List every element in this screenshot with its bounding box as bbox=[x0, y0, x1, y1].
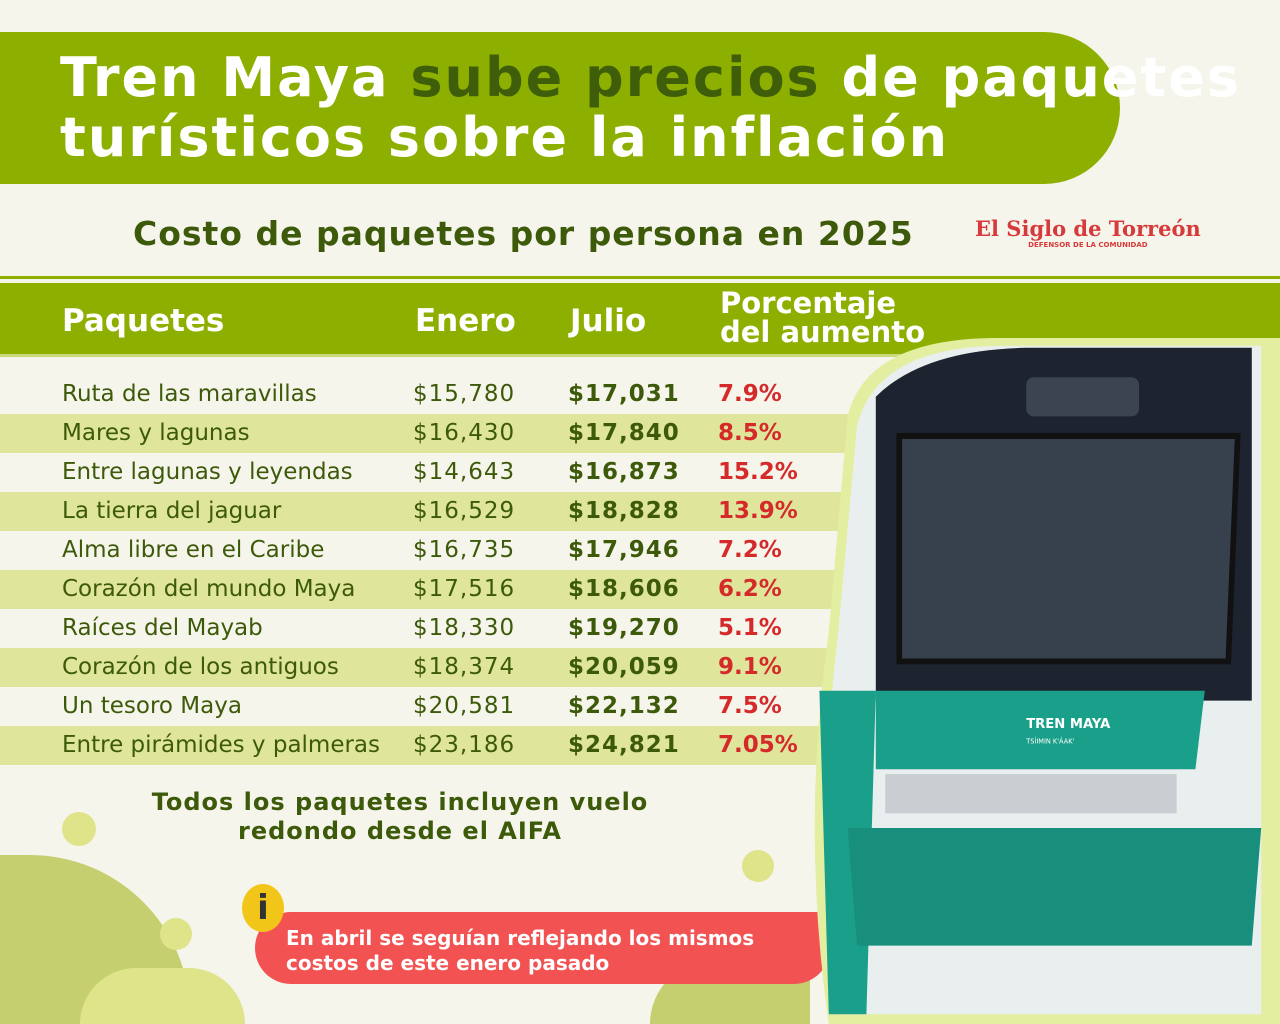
header-line: Porcentaje bbox=[720, 286, 897, 320]
header-enero: Enero bbox=[415, 303, 516, 339]
windshield bbox=[896, 433, 1241, 665]
headlight-band bbox=[885, 774, 1177, 814]
alert-line: En abril se seguían reflejando los mismo… bbox=[286, 926, 755, 950]
price-julio: $17,031 bbox=[568, 381, 680, 407]
alert-text: En abril se seguían reflejando los mismo… bbox=[286, 926, 754, 976]
train-brand-sub: TSÍIMIN K'ÁAK' bbox=[1025, 737, 1074, 746]
price-enero: $16,430 bbox=[413, 420, 516, 446]
train-brand: TREN MAYA bbox=[1026, 717, 1111, 732]
package-name: Entre lagunas y leyendas bbox=[62, 459, 353, 485]
price-enero: $14,643 bbox=[413, 459, 516, 485]
package-name: Ruta de las maravillas bbox=[62, 381, 317, 407]
price-julio: $17,946 bbox=[568, 537, 680, 563]
percent-increase: 7.9% bbox=[718, 381, 782, 407]
logo-tagline: DEFENSOR DE LA COMUNIDAD bbox=[1028, 241, 1148, 249]
percent-increase: 7.5% bbox=[718, 693, 782, 719]
price-julio: $18,828 bbox=[568, 498, 680, 524]
info-icon: i bbox=[242, 884, 284, 932]
table-row: Raíces del Mayab $18,330 $19,270 5.1% bbox=[0, 609, 870, 648]
price-enero: $17,516 bbox=[413, 576, 516, 602]
table-row: Mares y lagunas $16,430 $17,840 8.5% bbox=[0, 414, 870, 453]
price-enero: $16,529 bbox=[413, 498, 516, 524]
package-name: La tierra del jaguar bbox=[62, 498, 282, 524]
header-julio: Julio bbox=[570, 303, 647, 339]
title-text: Tren Maya bbox=[60, 46, 411, 109]
price-julio: $16,873 bbox=[568, 459, 680, 485]
package-name: Entre pirámides y palmeras bbox=[62, 732, 381, 758]
logo-name: El Siglo de Torreón bbox=[975, 216, 1201, 241]
table-row: Un tesoro Maya $20,581 $22,132 7.5% bbox=[0, 687, 870, 726]
bumper bbox=[847, 828, 1262, 946]
train-image: TREN MAYA TSÍIMIN K'ÁAK' bbox=[814, 338, 1280, 1024]
divider bbox=[0, 276, 1280, 279]
table-row: Corazón del mundo Maya $17,516 $18,606 6.2% bbox=[0, 570, 870, 609]
header-line: del aumento bbox=[720, 315, 925, 349]
table-row: Entre lagunas y leyendas $14,643 $16,873 15… bbox=[0, 453, 870, 492]
package-name: Un tesoro Maya bbox=[62, 693, 242, 719]
table-row: La tierra del jaguar $16,529 $18,828 13.9% bbox=[0, 492, 870, 531]
percent-increase: 7.05% bbox=[718, 732, 798, 758]
title-highlight: sube precios bbox=[410, 46, 821, 109]
camera-housing bbox=[1026, 377, 1139, 417]
decor-circle bbox=[80, 968, 245, 1024]
percent-increase: 7.2% bbox=[718, 537, 782, 563]
title-text: de paquetes bbox=[820, 46, 1241, 109]
percent-increase: 6.2% bbox=[718, 576, 782, 602]
alert-line: costos de este enero pasado bbox=[286, 951, 610, 975]
page-title: Tren Maya sube precios de paquetes turís… bbox=[60, 48, 1241, 168]
table-row: Alma libre en el Caribe $16,735 $17,946 7.2… bbox=[0, 531, 870, 570]
price-enero: $18,330 bbox=[413, 615, 516, 641]
package-name: Mares y lagunas bbox=[62, 420, 250, 446]
price-julio: $20,059 bbox=[568, 654, 680, 680]
title-banner bbox=[0, 32, 1120, 184]
subtitle: Costo de paquetes por persona en 2025 bbox=[133, 214, 914, 253]
table-row: Ruta de las maravillas $15,780 $17,031 7.9% bbox=[0, 375, 870, 414]
note-line: Todos los paquetes incluyen vuelo bbox=[151, 788, 649, 816]
teal-panel bbox=[875, 690, 1205, 770]
price-julio: $24,821 bbox=[568, 732, 680, 758]
package-name: Corazón de los antiguos bbox=[62, 654, 339, 680]
price-enero: $20,581 bbox=[413, 693, 516, 719]
price-enero: $15,780 bbox=[413, 381, 516, 407]
price-enero: $18,374 bbox=[413, 654, 516, 680]
alert-box bbox=[255, 912, 830, 984]
percent-increase: 5.1% bbox=[718, 615, 782, 641]
price-julio: $22,132 bbox=[568, 693, 680, 719]
package-name: Corazón del mundo Maya bbox=[62, 576, 356, 602]
title-line2: turísticos sobre la inflación bbox=[60, 106, 950, 169]
price-julio: $19,270 bbox=[568, 615, 680, 641]
header-porcentaje: Porcentaje del aumento bbox=[720, 289, 925, 347]
logo: El Siglo de Torreón DEFENSOR DE LA COMUNI… bbox=[975, 216, 1201, 249]
table-row: Corazón de los antiguos $18,374 $20,059 9.1… bbox=[0, 648, 870, 687]
price-julio: $17,840 bbox=[568, 420, 680, 446]
note-line: redondo desde el AIFA bbox=[237, 817, 563, 845]
percent-increase: 9.1% bbox=[718, 654, 782, 680]
decor-dot bbox=[160, 918, 192, 950]
package-name: Alma libre en el Caribe bbox=[62, 537, 325, 563]
price-enero: $16,735 bbox=[413, 537, 516, 563]
percent-increase: 8.5% bbox=[718, 420, 782, 446]
decor-dot bbox=[62, 812, 96, 846]
decor-dot bbox=[742, 850, 774, 882]
header-paquetes: Paquetes bbox=[62, 303, 225, 339]
percent-increase: 13.9% bbox=[718, 498, 798, 524]
percent-increase: 15.2% bbox=[718, 459, 798, 485]
table-row: Entre pirámides y palmeras $23,186 $24,821… bbox=[0, 726, 870, 765]
price-enero: $23,186 bbox=[413, 732, 516, 758]
note: Todos los paquetes incluyen vuelo redondo… bbox=[130, 788, 670, 846]
price-julio: $18,606 bbox=[568, 576, 680, 602]
package-name: Raíces del Mayab bbox=[62, 615, 263, 641]
